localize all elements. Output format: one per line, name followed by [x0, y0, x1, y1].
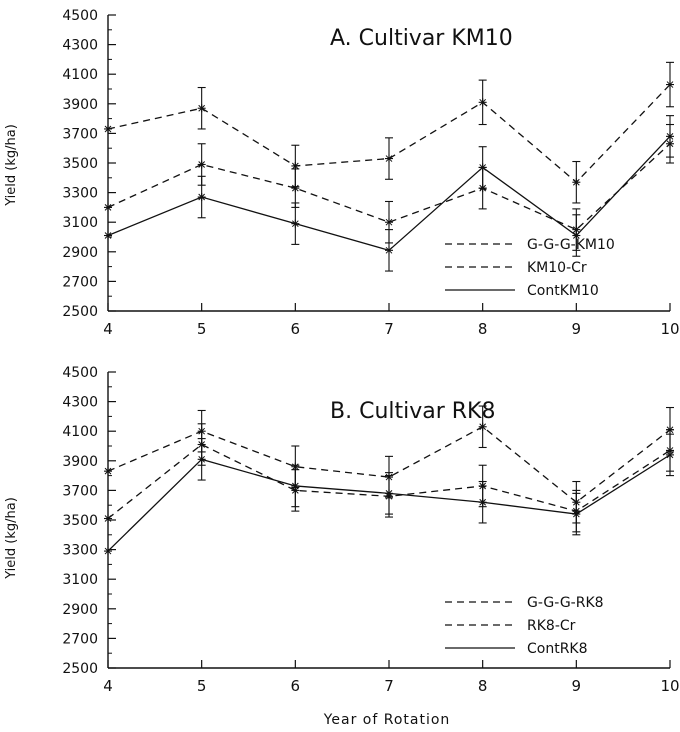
- panel-b-legend-label: RK8-Cr: [527, 618, 576, 634]
- panel-b-x-tick-label: 10: [660, 677, 679, 695]
- panel-b-data-point: [104, 514, 112, 523]
- panel-b-legend-label: ContRK8: [527, 641, 588, 657]
- panel-b-data-point: [104, 547, 112, 556]
- panel-a-data-point: [291, 161, 300, 170]
- panel-b-y-tick-label: 4100: [62, 424, 98, 440]
- panel-a-y-tick-label: 3900: [62, 97, 98, 113]
- panel-a-data-point: [572, 231, 581, 240]
- panel-b-y-tick-label: 3500: [62, 513, 98, 529]
- panel-a-x-tick-label: 5: [197, 320, 207, 338]
- panel-b-y-axis-label: Yield (kg/ha): [4, 497, 19, 580]
- panel-a-data-point: [385, 218, 393, 227]
- panel-a-y-tick-label: 3500: [62, 156, 98, 172]
- panel-b-y-tick-label: 2900: [62, 602, 98, 618]
- panel-a-legend-label: G-G-G-KM10: [527, 237, 615, 253]
- panel-b-y-tick-label: 3300: [62, 543, 98, 559]
- panel-a-y-tick-label: 3100: [62, 215, 98, 231]
- panel-a-y-tick-label: 4100: [62, 67, 98, 83]
- panel-a-x-tick-label: 8: [478, 320, 488, 338]
- panel-b-data-point: [478, 422, 487, 431]
- panel-a-y-tick-label: 3700: [62, 126, 98, 142]
- panel-b-x-tick-label: 4: [103, 677, 113, 695]
- panel-a-data-point: [666, 132, 674, 141]
- x-axis-label: Year of Rotation: [323, 712, 451, 728]
- panel-b-data-point: [104, 467, 112, 476]
- panel-a-title: A. Cultivar KM10: [330, 26, 513, 51]
- panel-b-y-tick-label: 4300: [62, 395, 98, 411]
- panel-a-y-tick-label: 2700: [62, 274, 98, 290]
- panel-a-data-point: [572, 178, 581, 187]
- panel-a-legend-label: KM10-Cr: [527, 260, 587, 276]
- panel-a-x-tick-label: 4: [103, 320, 113, 338]
- panel-a-cultivar-km10: A. Cultivar KM10 Yield (kg/ha) 2500 2700 2…: [4, 8, 680, 338]
- panel-a-data-point: [104, 124, 112, 133]
- panel-a-x-tick-label: 7: [384, 320, 394, 338]
- panel-a-x-tick-label: 6: [291, 320, 301, 338]
- panel-a-data-point: [478, 98, 487, 107]
- panel-b-legend-label: G-G-G-RK8: [527, 595, 604, 611]
- panel-b-title: B. Cultivar RK8: [330, 399, 495, 424]
- panel-b-data-point: [666, 450, 674, 459]
- panel-b-data-point: [572, 510, 581, 519]
- panel-a-data-point: [478, 163, 487, 172]
- panel-b-x-tick-label: 7: [384, 677, 394, 695]
- panel-b-data-point: [385, 489, 393, 498]
- panel-a-y-tick-label: 4500: [62, 8, 98, 24]
- panel-b-x-tick-label: 9: [572, 677, 582, 695]
- panel-b-y-tick-label: 4500: [62, 365, 98, 381]
- panel-a-data-point: [291, 184, 300, 193]
- panel-a-y-tick-label: 2500: [62, 304, 98, 320]
- panel-b-y-tick-label: 2700: [62, 631, 98, 647]
- panel-a-data-point: [197, 193, 206, 202]
- panel-b-x-tick-label: 6: [291, 677, 301, 695]
- panel-a-x-tick-label: 9: [572, 320, 582, 338]
- panel-b-cultivar-rk8: B. Cultivar RK8 Yield (kg/ha) 2500 2700 29…: [4, 365, 680, 695]
- panel-a-x-tick-label: 10: [660, 320, 679, 338]
- panel-b-data-point: [197, 455, 206, 464]
- panel-b-y-tick-label: 2500: [62, 661, 98, 677]
- panel-a-legend-label: ContKM10: [527, 283, 599, 299]
- panel-b-y-tick-label: 3700: [62, 483, 98, 499]
- panel-a-data-point: [291, 219, 300, 228]
- panel-a-data-point: [385, 154, 393, 163]
- panel-a-data-point: [197, 160, 206, 169]
- panel-a-y-tick-label: 3300: [62, 186, 98, 202]
- panel-a-data-point: [385, 246, 393, 255]
- panel-a-data-point: [197, 104, 206, 113]
- panel-b-y-tick-label: 3100: [62, 572, 98, 588]
- panel-b-y-tick-label: 3900: [62, 454, 98, 470]
- panel-a-y-tick-label: 4300: [62, 38, 98, 54]
- panel-a-data-point: [104, 203, 112, 212]
- panel-a-y-tick-label: 2900: [62, 245, 98, 261]
- panel-b-data-point: [478, 498, 487, 507]
- panel-a-data-point: [666, 80, 674, 89]
- panel-b-x-tick-label: 8: [478, 677, 488, 695]
- panel-b-data-point: [291, 481, 300, 490]
- panel-a-y-axis-label: Yield (kg/ha): [4, 124, 19, 207]
- panel-b-x-tick-label: 5: [197, 677, 207, 695]
- panel-a-data-point: [104, 231, 112, 240]
